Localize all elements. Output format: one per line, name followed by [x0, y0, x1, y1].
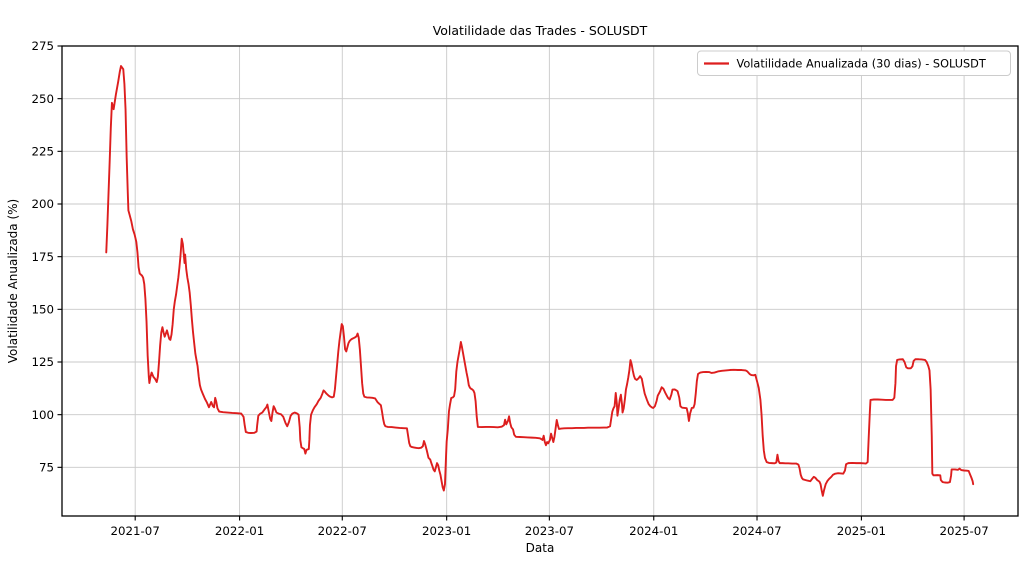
y-tick-label: 200 [31, 197, 54, 211]
chart-title: Volatilidade das Trades - SOLUSDT [433, 23, 648, 38]
legend-box [697, 50, 1011, 76]
x-tick-label: 2022-07 [318, 524, 367, 538]
x-tick-label: 2024-01 [629, 524, 678, 538]
y-tick-label: 225 [31, 145, 54, 159]
series-layer [105, 65, 975, 497]
plot-border [61, 45, 1019, 517]
x-tick-label: 2022-01 [215, 524, 264, 538]
y-tick-label: 275 [31, 39, 54, 53]
x-tick-label: 2024-07 [732, 524, 781, 538]
y-tick-label: 150 [31, 303, 54, 317]
y-tick-label: 175 [31, 250, 54, 264]
legend-label: Volatilidade Anualizada (30 dias) - SOLU… [737, 58, 986, 71]
grid-layer [62, 45, 1018, 516]
x-tick-label: 2021-07 [111, 524, 160, 538]
y-tick-label: 100 [31, 408, 54, 422]
y-axis-label: Volatilidade Anualizada (%) [6, 199, 20, 363]
x-tick-label: 2025-07 [939, 524, 988, 538]
volatility-line [105, 65, 975, 497]
legend: Volatilidade Anualizada (30 dias) - SOLU… [697, 50, 1011, 76]
x-tick-label: 2023-07 [525, 524, 574, 538]
y-tick-label: 75 [39, 461, 54, 475]
x-tick-label: 2025-01 [837, 524, 886, 538]
y-tick-label: 125 [31, 355, 54, 369]
x-tick-label: 2023-01 [422, 524, 471, 538]
x-axis-label: Data [526, 541, 555, 555]
y-tick-label: 250 [31, 92, 54, 106]
tick-layer: 2021-07 2022-01 2022-07 2023-01 2023-07 2024-… [31, 39, 988, 538]
